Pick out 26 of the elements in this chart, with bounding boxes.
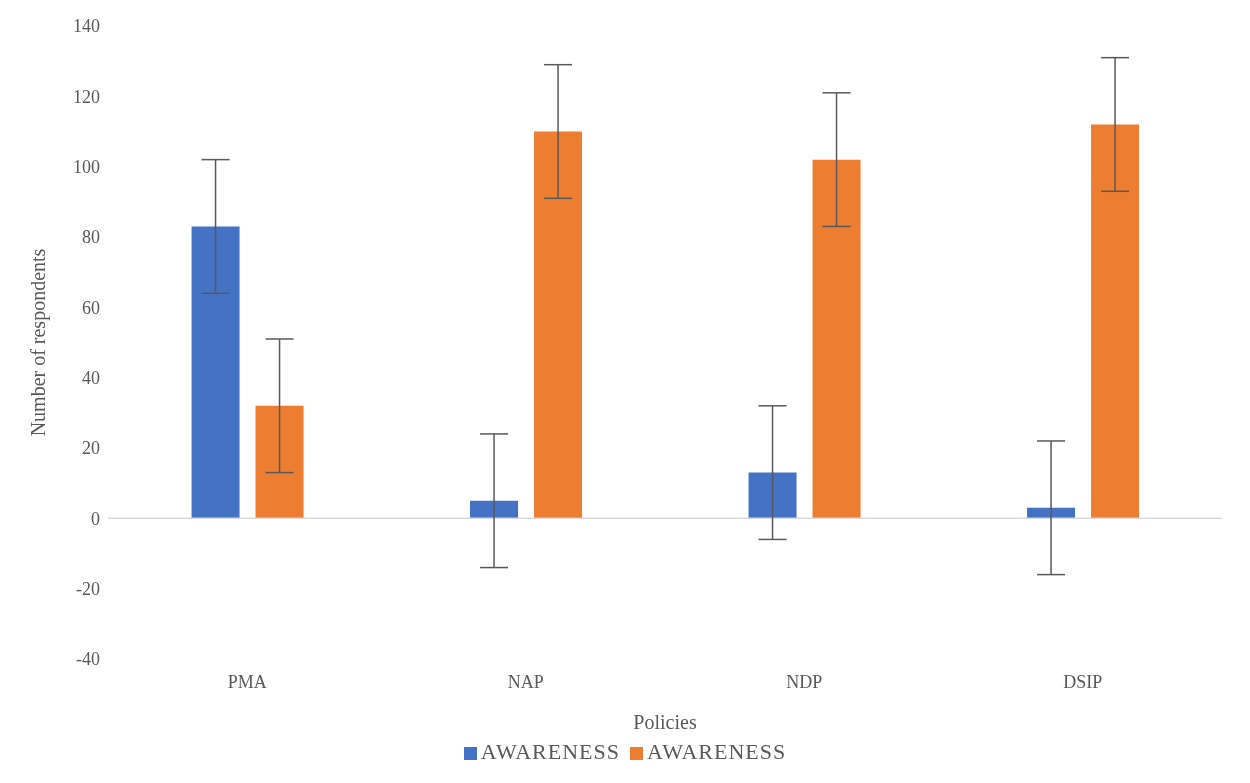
x-axis-title: Policies [633,711,697,733]
y-tick-label: 140 [73,16,100,37]
y-tick-label: 80 [82,227,100,248]
x-tick-label: NDP [786,671,823,692]
y-tick-label: 40 [82,368,100,389]
y-tick-label: 100 [73,157,100,178]
x-tick-label: PMA [227,671,267,692]
bar [1091,124,1140,519]
bar [534,131,583,519]
bar [748,472,797,519]
y-tick-label: -40 [76,649,100,670]
x-tick-label: DSIP [1063,671,1103,692]
bar [191,226,240,519]
y-tick-label: 120 [73,86,100,107]
bar [255,405,304,519]
y-tick-label: 0 [91,508,100,529]
y-tick-label: 20 [82,438,100,459]
bar [1027,507,1076,519]
bar [470,500,519,519]
y-tick-label: -20 [76,579,100,600]
legend-label: AWARENESS [480,739,620,764]
legend-label: AWARENESS [647,739,787,764]
bar [812,159,861,519]
x-tick-label: NAP [507,671,544,692]
y-tick-label: 60 [82,297,100,318]
y-axis-title: Number of respondents [27,248,51,437]
